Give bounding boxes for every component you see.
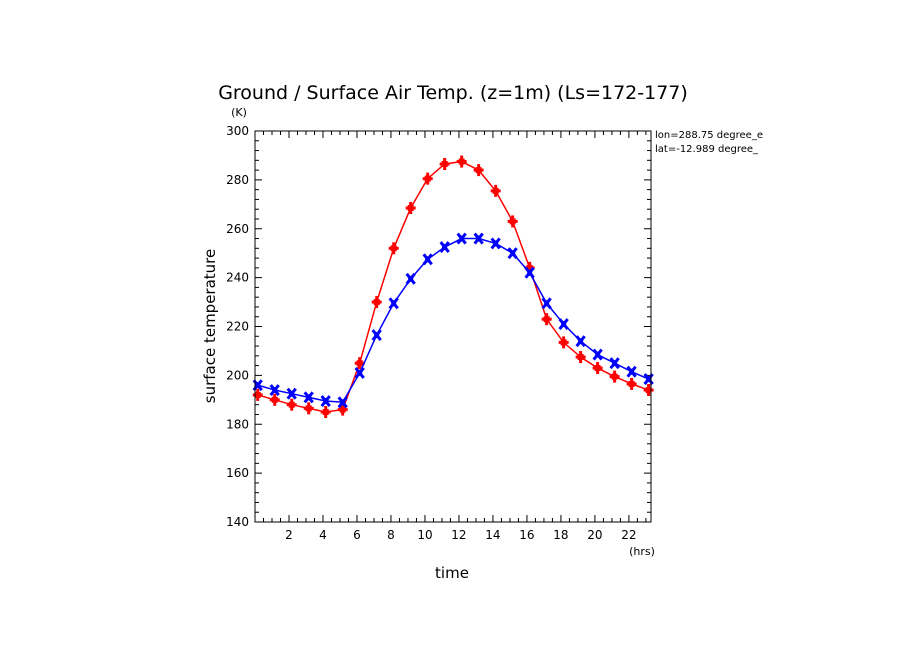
data-point — [490, 184, 501, 197]
y-tick-label: 220 — [226, 320, 249, 334]
data-point — [626, 365, 637, 378]
x-tick-label: 16 — [519, 528, 534, 542]
data-point — [422, 172, 433, 185]
y-tick-label: 240 — [226, 271, 249, 285]
data-point — [269, 384, 280, 396]
data-point — [303, 402, 314, 415]
y-tick-label: 300 — [226, 124, 249, 138]
y-tick-label: 200 — [226, 368, 249, 382]
series-line-1 — [257, 237, 649, 404]
data-point — [609, 357, 620, 370]
x-tick-label: 2 — [285, 528, 293, 542]
data-point — [337, 403, 348, 416]
data-point — [354, 357, 365, 370]
x-tick-label: 10 — [417, 528, 432, 542]
data-point — [405, 201, 416, 214]
y-tick-label: 160 — [226, 466, 249, 480]
x-tick-label: 14 — [485, 528, 500, 542]
y-tick-label: 280 — [226, 173, 249, 187]
chart-title: Ground / Surface Air Temp. (z=1m) (Ls=17… — [218, 82, 688, 104]
data-point — [507, 215, 518, 228]
data-point — [269, 393, 280, 406]
data-point — [524, 266, 535, 279]
data-point — [371, 296, 382, 309]
data-point — [592, 348, 603, 361]
data-point — [507, 247, 518, 260]
data-point — [320, 395, 331, 407]
data-point — [320, 406, 331, 419]
data-point — [303, 391, 314, 404]
series-line-0 — [257, 160, 649, 413]
plot-frame — [254, 130, 652, 523]
data-point — [558, 336, 569, 349]
data-point — [558, 318, 569, 330]
data-point — [575, 335, 586, 348]
y-unit-label: (K) — [231, 106, 247, 119]
data-point — [592, 362, 603, 375]
data-point — [473, 232, 484, 245]
data-point — [422, 253, 433, 266]
data-point — [388, 297, 399, 310]
data-point — [371, 329, 382, 341]
data-point — [490, 237, 501, 250]
data-point — [541, 297, 552, 310]
data-point — [473, 164, 484, 177]
data-point — [643, 384, 654, 397]
data-point — [575, 351, 586, 364]
data-point — [439, 241, 450, 254]
data-point — [388, 242, 399, 255]
x-tick-label: 6 — [353, 528, 361, 542]
data-point — [626, 377, 637, 390]
data-point — [439, 157, 450, 170]
data-point — [456, 232, 467, 245]
series-group — [252, 155, 654, 419]
x-tick-label: 18 — [553, 528, 568, 542]
x-tick-label: 4 — [319, 528, 327, 542]
y-tick-label: 260 — [226, 222, 249, 236]
data-point — [252, 388, 263, 401]
data-point — [456, 155, 467, 168]
annotation-lon: lon=288.75 degree_e — [655, 130, 763, 141]
x-tick-label: 8 — [387, 528, 395, 542]
axis-ticks: 140 160 180 200 220 240 260 280 300 2 4 6 8 10 12 14 16 1… — [226, 124, 651, 542]
y-tick-label: 140 — [226, 515, 249, 529]
y-axis-label: surface temperature — [201, 249, 219, 404]
data-point — [541, 313, 552, 326]
data-point — [286, 387, 297, 400]
annotation-lat: lat=-12.989 degree_ — [655, 144, 759, 155]
x-unit-label: (hrs) — [629, 545, 655, 558]
y-tick-label: 180 — [226, 417, 249, 431]
x-axis-label: time — [435, 564, 469, 582]
data-point — [609, 370, 620, 383]
x-tick-label: 22 — [621, 528, 636, 542]
x-tick-label: 12 — [451, 528, 466, 542]
data-point — [337, 396, 348, 409]
data-point — [354, 366, 365, 379]
data-point — [405, 272, 416, 285]
data-point — [286, 398, 297, 411]
x-tick-label: 20 — [587, 528, 602, 542]
